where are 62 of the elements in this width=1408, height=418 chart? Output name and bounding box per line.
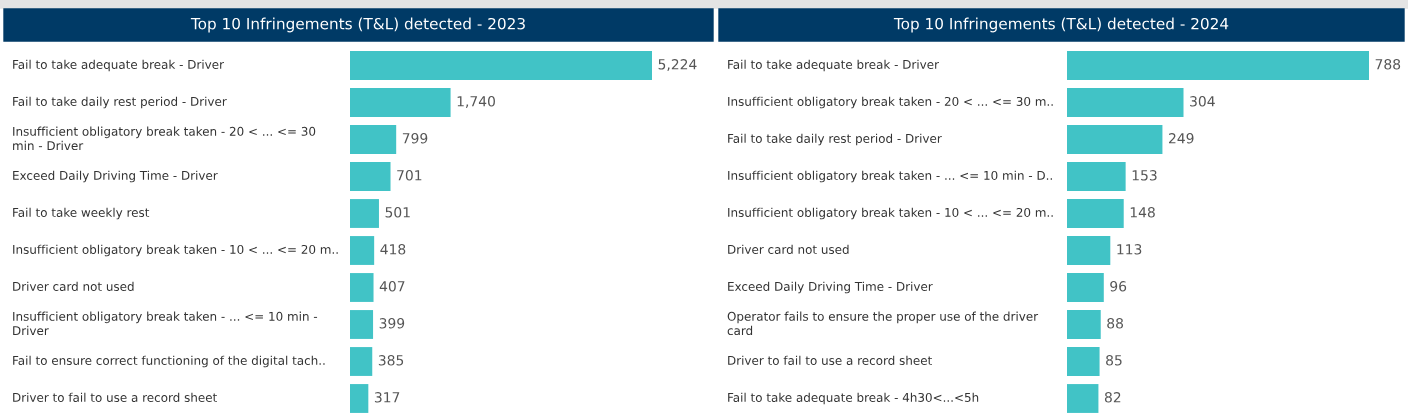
y-tick-label: Driver to fail to use a record sheet xyxy=(13,392,217,402)
data-label: 418 xyxy=(380,244,406,255)
data-label: 317 xyxy=(374,392,400,403)
data-label: 385 xyxy=(378,355,404,366)
data-label: 85 xyxy=(1106,355,1122,366)
data-label: 5,224 xyxy=(658,59,697,71)
y-tick-label: Insufficient obligatory break taken - 20 < ... <= 30 min - Driver xyxy=(13,126,316,151)
bar xyxy=(350,199,379,228)
bar xyxy=(1067,347,1100,376)
y-tick-label: Fail to take adequate break - Driver xyxy=(728,59,939,72)
bar xyxy=(350,273,374,302)
data-label: 88 xyxy=(1107,318,1123,329)
data-label: 407 xyxy=(379,281,405,292)
bar xyxy=(350,162,391,191)
bar xyxy=(1067,199,1124,228)
y-tick-label: Fail to take daily rest period - Driver xyxy=(13,96,227,109)
bar xyxy=(1067,51,1369,80)
y-tick-label: Exceed Daily Driving Time - Driver xyxy=(728,281,933,294)
bar xyxy=(1067,384,1099,413)
y-tick-label: Insufficient obligatory break taken - ... <= 10 min - Driver xyxy=(13,311,318,336)
bar xyxy=(1067,88,1184,117)
data-label: 1,740 xyxy=(457,96,495,108)
data-label: 113 xyxy=(1117,244,1142,255)
y-tick-label: Driver card not used xyxy=(13,281,134,291)
bar xyxy=(1067,273,1104,302)
data-label: 148 xyxy=(1130,207,1155,218)
y-tick-label: Fail to take adequate break - 4h30<...<5h xyxy=(728,392,979,405)
bar xyxy=(1067,236,1111,265)
bar xyxy=(350,347,373,376)
data-label: 501 xyxy=(385,207,410,218)
y-tick-label: Operator fails to ensure the proper use of the driver card xyxy=(727,311,1039,336)
y-tick-label: Insufficient obligatory break taken - ... <= 10 min - D.. xyxy=(728,170,1052,183)
chart-title: Top 10 Infringements (T&L) detected - 2024 xyxy=(893,17,1229,33)
y-tick-label: Driver card not used xyxy=(728,244,849,254)
bar xyxy=(1067,162,1126,191)
y-tick-label: Insufficient obligatory break taken - 20 < ... <= 30 m.. xyxy=(728,96,1053,109)
bar xyxy=(1067,310,1101,339)
bar xyxy=(350,236,375,265)
y-tick-label: Insufficient obligatory break taken - 10 < ... <= 20 m.. xyxy=(13,244,338,257)
bar xyxy=(350,51,652,80)
bar xyxy=(350,384,369,413)
data-label: 788 xyxy=(1375,59,1401,70)
y-tick-label: Fail to take adequate break - Driver xyxy=(13,59,224,72)
data-label: 153 xyxy=(1132,170,1157,181)
y-tick-label: Fail to ensure correct functioning of the digital tach.. xyxy=(13,355,325,368)
data-label: 799 xyxy=(402,133,428,144)
y-tick-label: Fail to take daily rest period - Driver xyxy=(728,133,942,146)
bar xyxy=(1067,125,1163,154)
bar xyxy=(350,88,451,117)
chart-title: Top 10 Infringements (T&L) detected - 2023 xyxy=(190,17,525,33)
bar xyxy=(350,125,397,154)
bar xyxy=(350,310,374,339)
data-label: 96 xyxy=(1110,281,1127,292)
data-label: 399 xyxy=(379,318,405,329)
y-tick-label: Fail to take weekly rest xyxy=(13,207,150,220)
data-label: 304 xyxy=(1190,96,1215,107)
y-tick-label: Exceed Daily Driving Time - Driver xyxy=(13,170,218,183)
data-label: 701 xyxy=(397,170,422,181)
data-label: 249 xyxy=(1169,133,1194,144)
y-tick-label: Driver to fail to use a record sheet xyxy=(728,355,932,365)
data-label: 82 xyxy=(1104,392,1121,403)
y-tick-label: Insufficient obligatory break taken - 10 < ... <= 20 m.. xyxy=(728,207,1053,220)
